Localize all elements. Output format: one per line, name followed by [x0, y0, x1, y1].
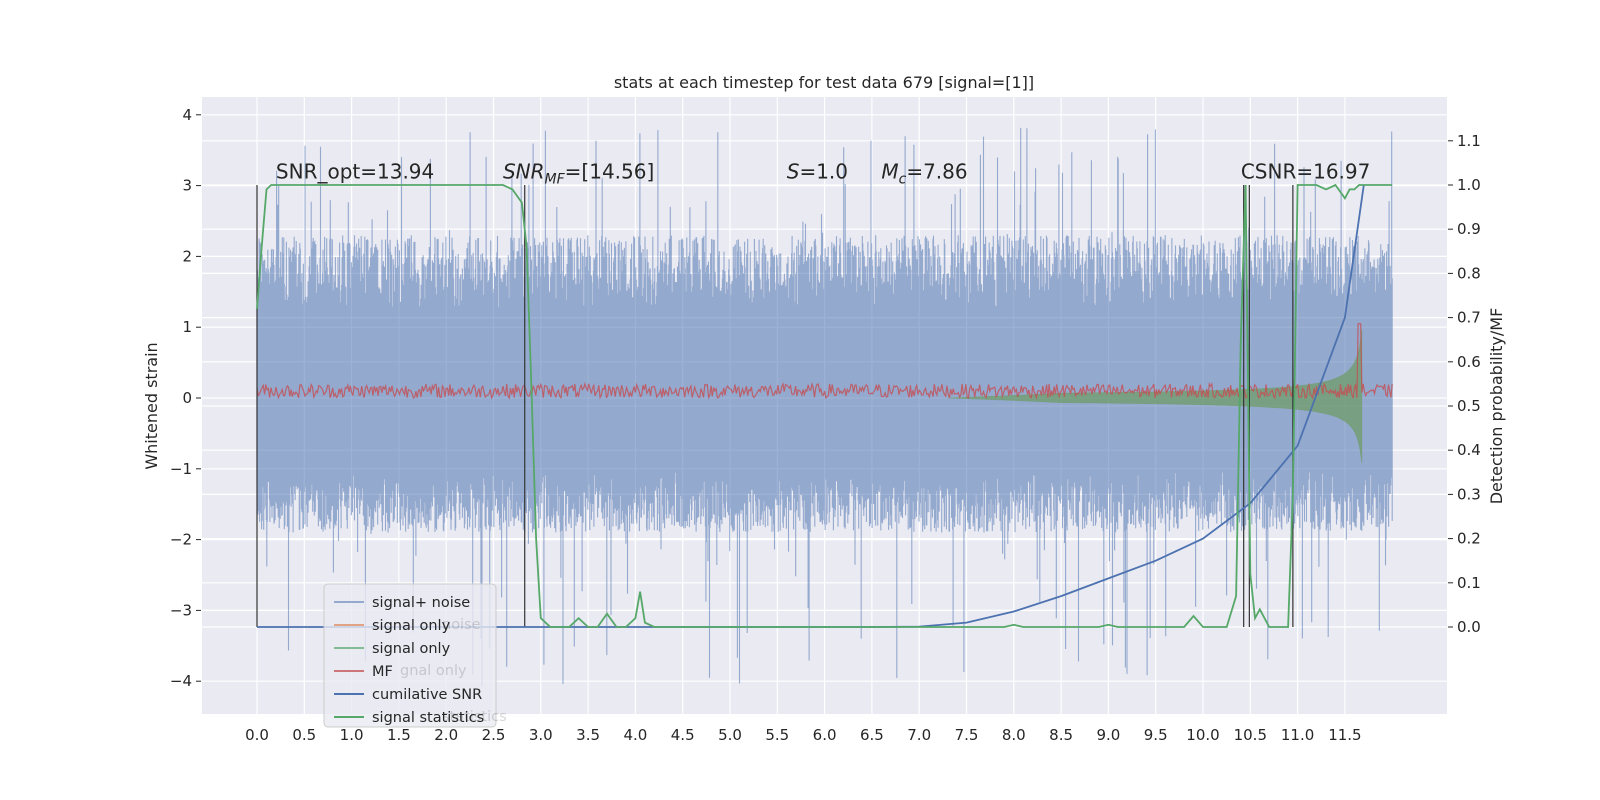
- legend-ghost-label: statistics: [442, 709, 507, 725]
- y2-tick-label: 0.7: [1457, 309, 1481, 327]
- x-tick-label: 3.5: [576, 726, 600, 744]
- x-tick-label: 3.0: [529, 726, 553, 744]
- y2-axis-title: Detection probability/MF: [1487, 308, 1506, 505]
- y-tick-label: 1: [182, 318, 192, 336]
- x-tick-label: 9.5: [1144, 726, 1168, 744]
- legend: noise gnal only statistics signal+ noise sig…: [323, 583, 507, 728]
- x-tick-label: 10.5: [1234, 726, 1267, 744]
- y-tick-label: 4: [182, 106, 192, 124]
- y-axis-ticks: −4 −3 −2 −1 0 1 2 3 4: [170, 106, 201, 690]
- x-tick-label: 11.5: [1328, 726, 1361, 744]
- series-layer: [256, 127, 1393, 687]
- x-tick-label: 6.5: [860, 726, 884, 744]
- x-tick-label: 0.0: [245, 726, 269, 744]
- legend-label: signal statistics: [372, 710, 484, 726]
- y2-tick-label: 0.9: [1457, 220, 1481, 238]
- annotation: CSNR=16.97: [1241, 160, 1371, 184]
- x-tick-label: 2.5: [482, 726, 506, 744]
- y2-tick-label: 0.2: [1457, 530, 1481, 548]
- legend-label: MF: [372, 664, 393, 680]
- y2-tick-label: 0.6: [1457, 353, 1481, 371]
- chart-title: stats at each timestep for test data 679…: [614, 73, 1034, 92]
- y2-tick-label: 0.1: [1457, 574, 1481, 592]
- x-tick-label: 8.0: [1002, 726, 1026, 744]
- legend-box: [323, 583, 497, 728]
- y-tick-label: −2: [170, 531, 192, 549]
- x-tick-label: 10.0: [1186, 726, 1219, 744]
- x-tick-label: 5.5: [765, 726, 789, 744]
- legend-label: signal only: [372, 641, 451, 657]
- y-tick-label: −3: [170, 601, 192, 619]
- y2-tick-label: 0.3: [1457, 485, 1481, 503]
- x-axis-ticks: 0.0 0.5 1.0 1.5 2.0 2.5 3.0 3.5 4.0 4.5 5.0 5.5 6.0 6…: [245, 726, 1362, 744]
- y2-tick-label: 0.8: [1457, 264, 1481, 282]
- y-tick-label: −1: [170, 460, 192, 478]
- x-tick-label: 1.0: [340, 726, 364, 744]
- legend-ghost-label: noise: [442, 617, 481, 633]
- annotation: SNR_opt=13.94: [276, 160, 434, 184]
- x-tick-label: 8.5: [1049, 726, 1073, 744]
- y-tick-label: 0: [182, 389, 192, 407]
- x-tick-label: 4.5: [671, 726, 695, 744]
- x-tick-label: 4.0: [623, 726, 647, 744]
- x-tick-label: 5.0: [718, 726, 742, 744]
- y-tick-label: −4: [170, 672, 192, 690]
- x-tick-label: 1.5: [387, 726, 411, 744]
- annotation: SNRMF=[14.56]: [503, 160, 654, 188]
- y2-tick-label: 0.5: [1457, 397, 1481, 415]
- x-tick-label: 2.0: [434, 726, 458, 744]
- x-tick-label: 7.0: [907, 726, 931, 744]
- legend-label: signal only: [372, 618, 451, 634]
- annotation: Mc=7.86: [881, 160, 967, 188]
- y-tick-label: 3: [182, 177, 192, 195]
- x-tick-label: 9.0: [1096, 726, 1120, 744]
- y2-tick-label: 1.0: [1457, 176, 1481, 194]
- x-tick-label: 7.5: [955, 726, 979, 744]
- x-tick-label: 11.0: [1281, 726, 1314, 744]
- legend-label: cumilative SNR: [372, 687, 482, 703]
- y-tick-label: 2: [182, 247, 192, 265]
- legend-ghost-label: gnal only: [400, 663, 467, 679]
- series-signal-statistics: [256, 183, 1393, 628]
- y-axis-title: Whitened strain: [142, 342, 161, 469]
- x-tick-label: 0.5: [292, 726, 316, 744]
- y2-tick-label: 0.4: [1457, 441, 1481, 459]
- x-tick-label: 6.0: [813, 726, 837, 744]
- series-mf: [256, 323, 1393, 401]
- y2-tick-label: 1.1: [1457, 132, 1481, 150]
- annotations: SNR_opt=13.94 SNRMF=[14.56] S=1.0 Mc=7.86 CS…: [276, 160, 1370, 188]
- y2-tick-label: 0.0: [1457, 618, 1481, 636]
- annotation: S=1.0: [787, 160, 848, 184]
- legend-label: signal+ noise: [372, 595, 470, 611]
- y2-axis-ticks: 0.0 0.1 0.2 0.3 0.4 0.5 0.6 0.7 0.8 0.9 1.0 1.1: [1448, 132, 1481, 636]
